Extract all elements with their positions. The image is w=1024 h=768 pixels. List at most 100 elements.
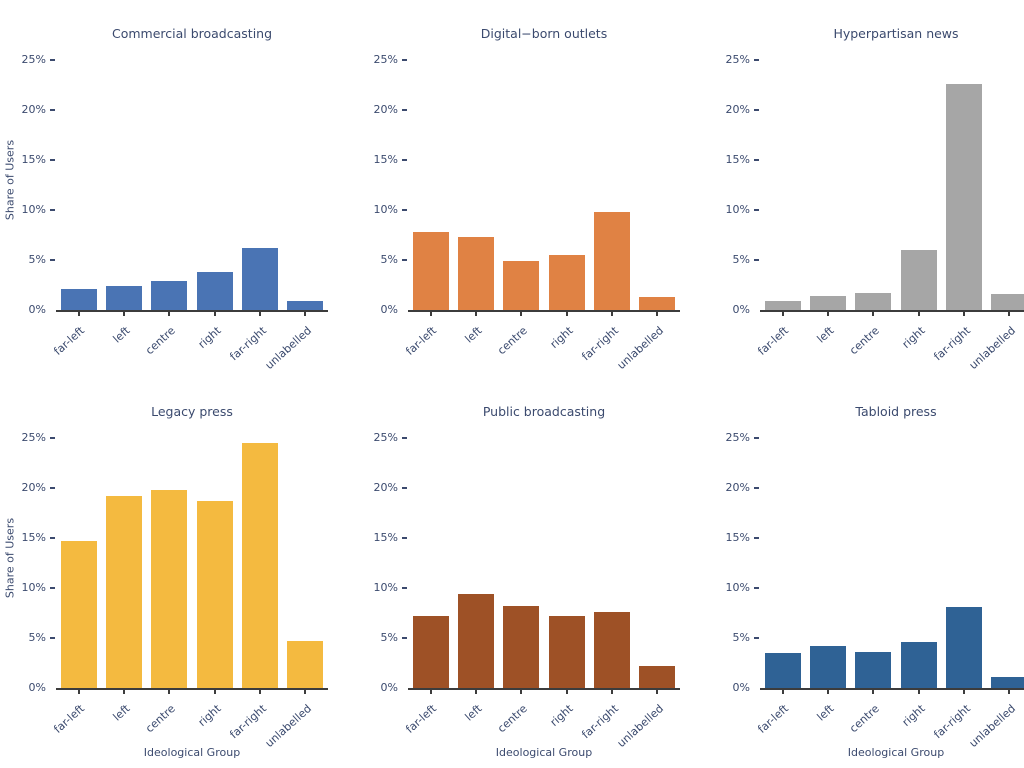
y-axis-tick-label: 15% xyxy=(21,531,46,544)
y-tick-mark xyxy=(754,259,759,261)
chart-panel: Public broadcasting 25% 20% 15% 10% 5% 0% far-l… xyxy=(352,384,704,762)
x-tick-mark xyxy=(611,312,613,316)
bar-left xyxy=(106,496,142,688)
x-axis-tick-label: unlabelled xyxy=(262,324,315,373)
x-tick-mark xyxy=(611,690,613,694)
y-tick-mark xyxy=(754,587,759,589)
x-tick-mark xyxy=(565,312,568,316)
bar-centre xyxy=(503,261,540,310)
x-tick-mark xyxy=(781,312,784,316)
panel-title: Tabloid press xyxy=(855,404,937,419)
x-tick-mark xyxy=(123,312,125,316)
x-tick-mark xyxy=(827,690,829,694)
x-tick-label-anchor: unlabelled xyxy=(704,697,1018,750)
bar-far-right xyxy=(594,612,630,688)
plot-area xyxy=(408,50,680,312)
y-axis-tick-label: 25% xyxy=(21,53,46,66)
bar-unlabelled xyxy=(287,641,324,688)
y-axis-tick-label: 0% xyxy=(28,681,46,694)
chart-panel: Commercial broadcasting 25% 20% 15% 10% 5% 0% f… xyxy=(0,6,352,384)
y-axis-tick-label: 5% xyxy=(732,631,750,644)
plot-area xyxy=(760,50,1024,312)
y-tick-mark xyxy=(50,487,55,489)
y-axis-tick-label: 10% xyxy=(725,581,750,594)
y-axis-tick-label: 20% xyxy=(725,103,750,116)
bar-far-left xyxy=(60,289,97,310)
y-tick-mark xyxy=(754,209,759,211)
y-axis-tick-label: 10% xyxy=(21,203,46,216)
y-axis-tick-label: 10% xyxy=(373,203,398,216)
y-axis-tick-label: 0% xyxy=(380,303,398,316)
x-tick-mark xyxy=(213,690,216,694)
bar-left xyxy=(106,286,142,310)
bar-centre xyxy=(503,606,540,688)
x-tick-mark xyxy=(304,312,307,316)
x-tick-mark xyxy=(917,690,920,694)
y-axis-label: Share of Users xyxy=(3,139,17,221)
plot-area xyxy=(760,428,1024,690)
y-tick-mark xyxy=(754,437,759,439)
y-tick-mark xyxy=(402,59,407,61)
panel-title: Public broadcasting xyxy=(482,404,606,419)
y-tick-mark xyxy=(754,487,759,489)
y-axis-tick-label: 5% xyxy=(732,253,750,266)
bar-right xyxy=(900,250,937,310)
bar-far-right xyxy=(594,212,630,310)
y-tick-mark xyxy=(50,537,55,539)
y-axis-tick-label: 10% xyxy=(725,203,750,216)
bar-unlabelled xyxy=(991,294,1024,310)
y-axis-tick-label: 0% xyxy=(732,303,750,316)
bar-far-left xyxy=(412,232,449,310)
chart-panel: Tabloid press 25% 20% 15% 10% 5% 0% far-left lef… xyxy=(704,384,1024,762)
bar-centre xyxy=(151,281,188,310)
y-axis-tick-label: 10% xyxy=(21,581,46,594)
y-axis-tick-label: 20% xyxy=(725,481,750,494)
y-tick-mark xyxy=(50,437,55,439)
y-axis-tick-label: 25% xyxy=(373,53,398,66)
bar-far-left xyxy=(764,653,801,688)
bar-centre xyxy=(151,490,188,688)
y-tick-mark xyxy=(402,209,407,211)
y-tick-mark xyxy=(402,437,407,439)
x-tick-mark xyxy=(259,690,261,694)
y-axis-tick-label: 20% xyxy=(21,103,46,116)
bar-left xyxy=(810,296,846,310)
x-tick-mark xyxy=(168,690,171,694)
bar-left xyxy=(458,594,494,688)
y-axis-tick-label: 20% xyxy=(21,481,46,494)
bar-far-right xyxy=(946,607,982,688)
x-tick-label-anchor: unlabelled xyxy=(352,697,666,750)
x-tick-mark xyxy=(565,690,568,694)
x-tick-mark xyxy=(429,312,432,316)
panel-title: Commercial broadcasting xyxy=(111,26,273,41)
y-tick-mark xyxy=(50,209,55,211)
chart-panel: Legacy press 25% 20% 15% 10% 5% 0% far-left left… xyxy=(0,384,352,762)
y-tick-mark xyxy=(402,587,407,589)
y-tick-mark xyxy=(402,537,407,539)
x-tick-mark xyxy=(77,312,80,316)
y-tick-mark xyxy=(50,159,55,161)
x-tick-mark xyxy=(304,690,307,694)
y-axis-tick-label: 15% xyxy=(725,531,750,544)
bar-far-left xyxy=(412,616,449,688)
bar-right xyxy=(548,255,585,310)
x-axis-label: Ideological Group xyxy=(847,746,945,759)
y-tick-mark xyxy=(402,159,407,161)
y-axis-tick-label: 5% xyxy=(28,631,46,644)
x-tick-mark xyxy=(475,312,477,316)
x-axis-tick-label: unlabelled xyxy=(614,324,667,373)
x-axis-label: Ideological Group xyxy=(495,746,593,759)
panel-title: Hyperpartisan news xyxy=(833,26,959,41)
y-axis-tick-label: 15% xyxy=(373,153,398,166)
x-axis-tick-label: unlabelled xyxy=(966,324,1019,373)
bar-far-left xyxy=(60,541,97,688)
y-axis-tick-label: 5% xyxy=(380,631,398,644)
bar-unlabelled xyxy=(287,301,324,310)
x-tick-label-anchor: unlabelled xyxy=(0,697,314,750)
y-tick-mark xyxy=(50,587,55,589)
bar-unlabelled xyxy=(991,677,1024,688)
y-tick-mark xyxy=(754,537,759,539)
y-tick-mark xyxy=(402,637,407,639)
x-tick-mark xyxy=(77,690,80,694)
